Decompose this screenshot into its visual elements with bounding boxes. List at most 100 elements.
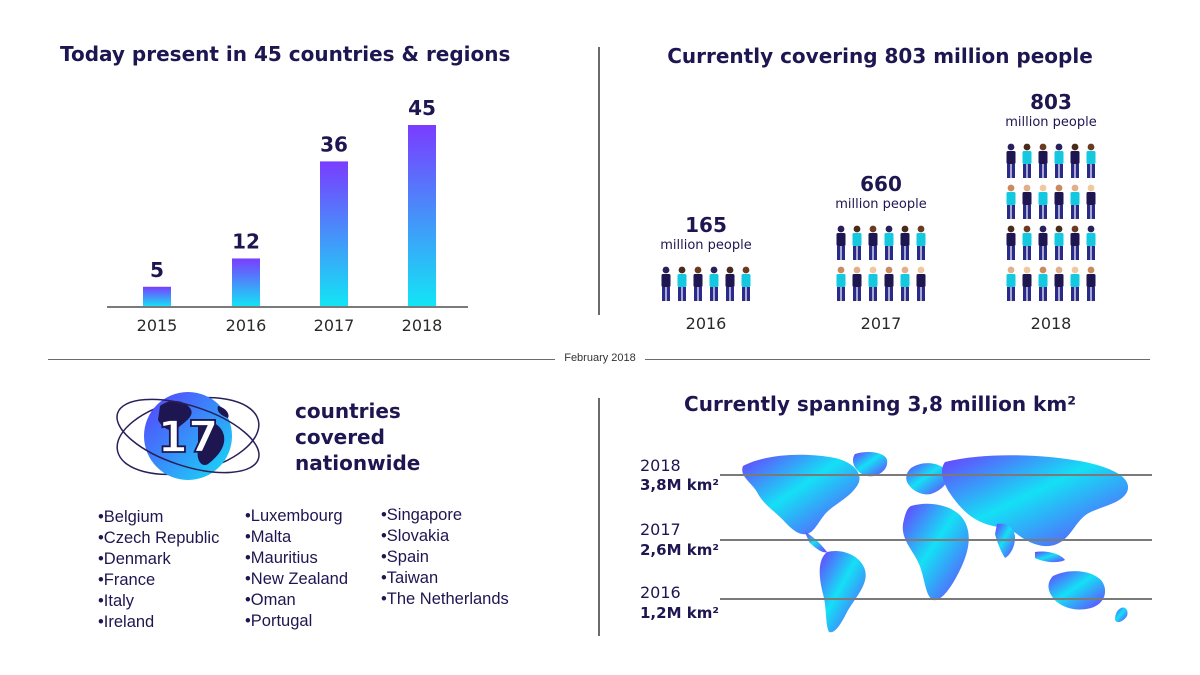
- nationwide-label-line: covered: [295, 425, 385, 449]
- person-icon: [1054, 143, 1064, 178]
- person-icon: [725, 266, 735, 301]
- country-item: New Zealand: [245, 569, 348, 590]
- world-map-icon: [742, 452, 1129, 633]
- bar-category-label: 2017: [314, 316, 355, 335]
- people-year-label: 2018: [1030, 314, 1072, 333]
- people-year-label: 2017: [860, 314, 902, 333]
- country-item: Denmark: [98, 549, 219, 570]
- person-icon: [677, 266, 687, 301]
- person-icon: [1086, 184, 1096, 219]
- person-icon: [1006, 184, 1016, 219]
- area-line-2016: [720, 598, 1152, 600]
- person-icon: [1070, 225, 1080, 260]
- bar-chart-title: Today present in 45 countries & regions: [60, 42, 511, 66]
- person-icon: [1006, 225, 1016, 260]
- person-icon: [693, 266, 703, 301]
- divider-vertical-bottom: [598, 398, 600, 636]
- people-value: 660: [860, 172, 902, 196]
- person-icon: [868, 266, 878, 301]
- person-icon: [1070, 184, 1080, 219]
- person-icon: [852, 266, 862, 301]
- person-icon: [1086, 143, 1096, 178]
- person-icon: [1054, 184, 1064, 219]
- divider-vertical-top: [598, 47, 600, 315]
- bar-value-label: 36: [320, 132, 348, 156]
- person-icon: [1086, 266, 1096, 301]
- people-unit: million people: [835, 197, 927, 212]
- area-year-2017: 2017: [640, 520, 681, 539]
- nationwide-count: 17: [157, 412, 218, 463]
- country-item: France: [98, 570, 219, 591]
- country-item: Czech Republic: [98, 528, 220, 549]
- person-icon: [1006, 143, 1016, 178]
- country-item: Taiwan: [381, 568, 509, 589]
- person-icon: [1022, 225, 1032, 260]
- people-unit: million people: [1005, 115, 1097, 130]
- globe-icon: 17: [116, 392, 260, 480]
- person-icon: [900, 225, 910, 260]
- bar-value-label: 5: [150, 258, 164, 282]
- person-icon: [709, 266, 719, 301]
- country-item: Slovakia: [381, 526, 509, 547]
- person-icon: [884, 266, 894, 301]
- person-icon: [1022, 143, 1032, 178]
- country-item: Portugal: [245, 611, 348, 632]
- person-icon: [916, 225, 926, 260]
- person-icon: [1038, 184, 1048, 219]
- country-item: Oman: [245, 590, 348, 611]
- bar-chart: 5 2015 12 2016 36 2017 45 2018: [107, 96, 468, 335]
- bar-category-label: 2015: [137, 316, 178, 335]
- bar-category-label: 2018: [402, 316, 443, 335]
- people-year-label: 2016: [685, 314, 727, 333]
- bar-2016: [232, 258, 260, 307]
- country-item: Malta: [245, 527, 348, 548]
- bar-value-label: 12: [232, 229, 260, 253]
- nationwide-label-line: countries: [295, 399, 401, 423]
- person-icon: [741, 266, 751, 301]
- people-value: 165: [685, 213, 727, 237]
- person-icon: [916, 266, 926, 301]
- bar-2018: [408, 125, 436, 307]
- area-value-2016: 1,2M km²: [640, 604, 719, 622]
- nationwide-label-line: nationwide: [295, 451, 421, 475]
- area-chart-title: Currently spanning 3,8 million km²: [684, 392, 1076, 416]
- country-item: Belgium: [98, 507, 219, 528]
- person-icon: [1038, 266, 1048, 301]
- country-list-col-2: Luxembourg Malta Mauritius New Zealand O…: [245, 506, 348, 632]
- area-value-2017: 2,6M km²: [640, 541, 719, 559]
- area-year-2018: 2018: [640, 456, 681, 475]
- person-icon: [661, 266, 671, 301]
- people-value: 803: [1030, 90, 1072, 114]
- area-year-2016: 2016: [640, 583, 681, 602]
- person-icon: [1086, 225, 1096, 260]
- bar-2017: [320, 161, 348, 307]
- people-unit: million people: [660, 238, 752, 253]
- date-label: February 2018: [555, 352, 645, 368]
- people-grid-2016: [661, 266, 751, 301]
- person-icon: [836, 266, 846, 301]
- person-icon: [836, 225, 846, 260]
- person-icon: [868, 225, 878, 260]
- area-line-2018: [720, 474, 1152, 476]
- person-icon: [1038, 225, 1048, 260]
- country-item: Luxembourg: [245, 506, 348, 527]
- person-icon: [1054, 266, 1064, 301]
- people-label-2017: 660 million people: [811, 172, 951, 212]
- person-icon: [1022, 184, 1032, 219]
- person-icon: [1070, 266, 1080, 301]
- country-item: Singapore: [381, 505, 509, 526]
- people-label-2018: 803 million people: [981, 90, 1121, 130]
- bar-2015: [143, 286, 171, 307]
- person-icon: [1070, 143, 1080, 178]
- person-icon: [884, 225, 894, 260]
- country-list-col-1: Belgium Czech Republic Denmark France It…: [98, 507, 220, 633]
- country-item: The Netherlands: [381, 589, 509, 610]
- people-chart-title: Currently covering 803 million people: [667, 44, 1093, 68]
- bar-value-label: 45: [408, 96, 436, 120]
- person-icon: [1022, 266, 1032, 301]
- person-icon: [852, 225, 862, 260]
- people-label-2016: 165 million people: [636, 213, 776, 253]
- area-value-2018: 3,8M km²: [640, 476, 719, 494]
- person-icon: [1054, 225, 1064, 260]
- country-item: Mauritius: [245, 548, 348, 569]
